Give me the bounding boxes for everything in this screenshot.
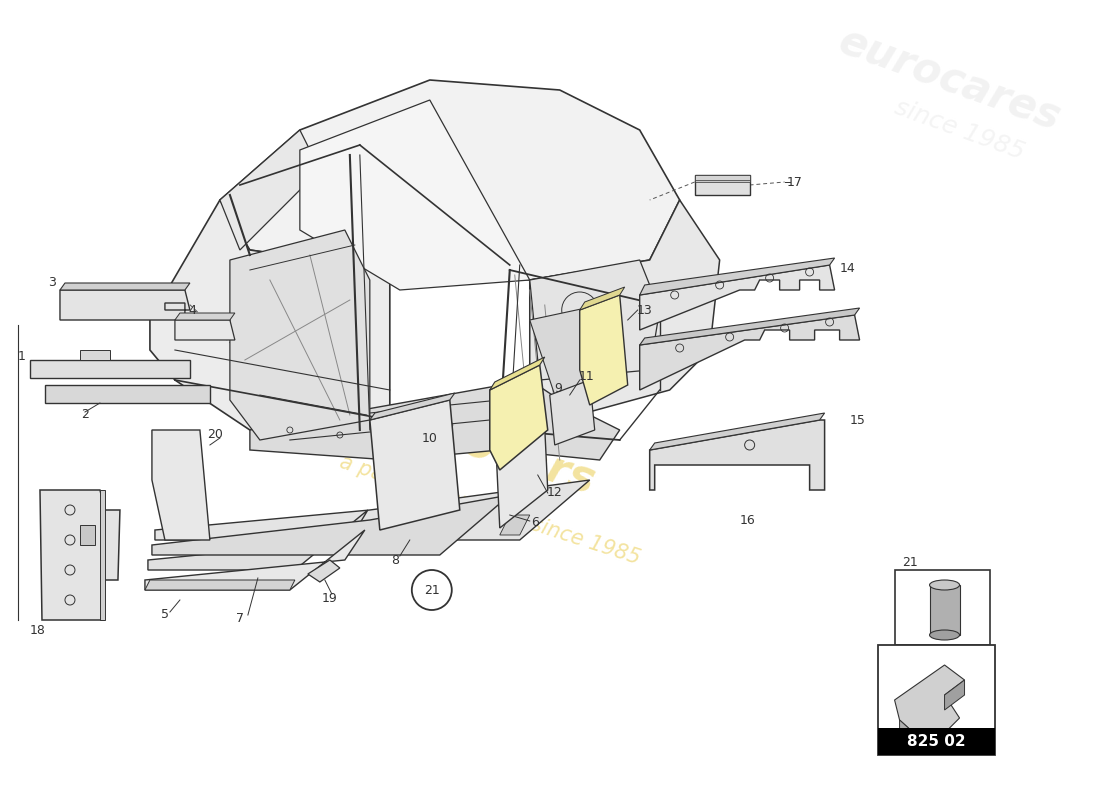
Polygon shape bbox=[175, 313, 235, 320]
Text: eurocares: eurocares bbox=[833, 20, 1066, 140]
Polygon shape bbox=[308, 560, 340, 582]
Polygon shape bbox=[640, 265, 835, 330]
Text: 13: 13 bbox=[637, 303, 652, 317]
Text: 7: 7 bbox=[235, 611, 244, 625]
Polygon shape bbox=[230, 230, 370, 440]
Polygon shape bbox=[930, 585, 959, 635]
Polygon shape bbox=[945, 680, 965, 710]
Text: 8: 8 bbox=[390, 554, 399, 566]
Text: 5: 5 bbox=[161, 609, 169, 622]
Polygon shape bbox=[499, 515, 530, 535]
Polygon shape bbox=[152, 495, 509, 555]
Polygon shape bbox=[60, 290, 190, 320]
Polygon shape bbox=[497, 428, 548, 528]
Polygon shape bbox=[370, 400, 460, 530]
Polygon shape bbox=[150, 200, 389, 450]
Polygon shape bbox=[80, 350, 110, 360]
Polygon shape bbox=[370, 393, 454, 420]
Polygon shape bbox=[145, 530, 365, 590]
Polygon shape bbox=[900, 720, 920, 753]
Polygon shape bbox=[490, 357, 544, 390]
Text: 11: 11 bbox=[579, 370, 595, 383]
Polygon shape bbox=[878, 645, 994, 755]
Polygon shape bbox=[300, 100, 530, 290]
Polygon shape bbox=[530, 260, 660, 380]
Polygon shape bbox=[490, 365, 548, 470]
Text: 21: 21 bbox=[902, 557, 917, 570]
Polygon shape bbox=[250, 380, 619, 460]
Text: 4: 4 bbox=[188, 303, 196, 317]
Polygon shape bbox=[580, 295, 628, 405]
Polygon shape bbox=[220, 80, 680, 280]
Polygon shape bbox=[695, 175, 749, 182]
Text: 16: 16 bbox=[740, 514, 756, 526]
Text: 9: 9 bbox=[553, 382, 562, 394]
Polygon shape bbox=[894, 665, 965, 738]
Text: 21: 21 bbox=[424, 583, 440, 597]
Text: 6: 6 bbox=[531, 517, 539, 530]
Polygon shape bbox=[878, 728, 994, 755]
Text: a passion for parts since 1985: a passion for parts since 1985 bbox=[337, 452, 642, 568]
Text: eurocars: eurocars bbox=[378, 396, 601, 504]
Polygon shape bbox=[650, 420, 825, 490]
Polygon shape bbox=[60, 283, 190, 290]
Text: 18: 18 bbox=[30, 623, 46, 637]
Polygon shape bbox=[640, 308, 859, 345]
Text: 10: 10 bbox=[422, 431, 438, 445]
Polygon shape bbox=[145, 580, 295, 590]
Polygon shape bbox=[40, 490, 120, 620]
Text: 14: 14 bbox=[839, 262, 856, 274]
Text: 12: 12 bbox=[547, 486, 562, 499]
Ellipse shape bbox=[930, 630, 959, 640]
Text: 20: 20 bbox=[207, 429, 223, 442]
Polygon shape bbox=[580, 287, 625, 310]
Polygon shape bbox=[894, 570, 990, 645]
Polygon shape bbox=[175, 320, 235, 340]
Polygon shape bbox=[100, 490, 104, 620]
Polygon shape bbox=[530, 200, 719, 420]
Polygon shape bbox=[550, 380, 595, 445]
Text: since 1985: since 1985 bbox=[891, 95, 1027, 165]
Polygon shape bbox=[152, 430, 210, 540]
Text: 17: 17 bbox=[786, 175, 803, 189]
Polygon shape bbox=[530, 305, 619, 395]
Text: 1: 1 bbox=[18, 350, 26, 363]
Polygon shape bbox=[695, 175, 749, 180]
Text: 15: 15 bbox=[849, 414, 866, 426]
Polygon shape bbox=[220, 130, 320, 250]
Polygon shape bbox=[30, 360, 190, 378]
Polygon shape bbox=[80, 525, 95, 545]
Polygon shape bbox=[147, 510, 367, 570]
Polygon shape bbox=[695, 175, 749, 195]
Text: 2: 2 bbox=[81, 409, 89, 422]
Text: 3: 3 bbox=[48, 275, 56, 289]
Polygon shape bbox=[155, 480, 590, 540]
Text: 825 02: 825 02 bbox=[908, 734, 966, 750]
Polygon shape bbox=[650, 413, 825, 450]
Ellipse shape bbox=[930, 580, 959, 590]
Text: 19: 19 bbox=[322, 591, 338, 605]
Polygon shape bbox=[45, 385, 210, 403]
Polygon shape bbox=[640, 315, 859, 390]
Polygon shape bbox=[640, 258, 835, 295]
